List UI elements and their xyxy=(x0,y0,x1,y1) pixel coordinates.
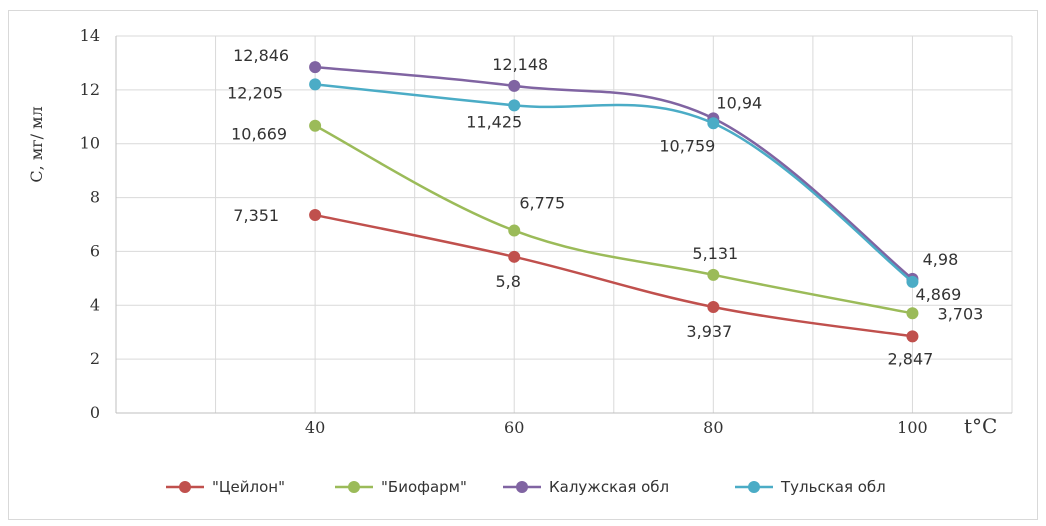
x-axis-label: t°C xyxy=(964,414,997,438)
x-tick-label: 100 xyxy=(897,418,928,437)
y-axis-label: С, мг/ мл xyxy=(27,106,46,182)
data-point xyxy=(906,307,919,320)
data-label: 3,703 xyxy=(938,304,984,323)
data-label: 12,846 xyxy=(233,46,289,65)
data-label: 10,94 xyxy=(716,93,762,112)
series-line xyxy=(314,65,914,280)
data-label: 4,869 xyxy=(916,285,962,304)
data-point xyxy=(707,117,720,130)
data-point xyxy=(906,330,919,343)
data-point xyxy=(309,119,322,132)
y-tick-label: 12 xyxy=(80,80,100,99)
data-label: 12,205 xyxy=(227,83,283,102)
y-tick-label: 2 xyxy=(90,349,100,368)
data-point xyxy=(707,268,720,281)
legend-marker xyxy=(748,481,760,493)
data-point xyxy=(707,300,720,313)
data-point xyxy=(508,250,521,263)
data-label: 11,425 xyxy=(466,112,522,131)
x-tick-label: 80 xyxy=(703,418,723,437)
legend-label: Тульская обл xyxy=(780,478,886,496)
legend-label: "Цейлон" xyxy=(212,478,285,496)
series-line xyxy=(314,213,913,338)
data-label: 5,131 xyxy=(692,244,738,263)
data-label: 10,759 xyxy=(659,136,715,155)
legend-marker xyxy=(179,481,191,493)
data-label: 10,669 xyxy=(231,125,287,144)
legend-label: "Биофарм" xyxy=(381,478,467,496)
data-label: 3,937 xyxy=(686,322,732,341)
data-label: 5,8 xyxy=(495,272,520,291)
data-label: 2,847 xyxy=(888,349,934,368)
y-tick-label: 6 xyxy=(90,241,100,260)
data-point xyxy=(508,99,521,112)
data-point xyxy=(309,61,322,74)
data-point xyxy=(906,275,919,288)
data-point xyxy=(309,209,322,222)
y-tick-label: 14 xyxy=(80,26,100,45)
x-tick-label: 60 xyxy=(504,418,524,437)
data-label: 12,148 xyxy=(492,55,548,74)
chart-frame xyxy=(8,10,1038,520)
data-label: 7,351 xyxy=(233,206,279,225)
series-line xyxy=(314,124,913,315)
y-tick-label: 8 xyxy=(90,188,100,207)
data-point xyxy=(508,79,521,92)
x-tick-label: 40 xyxy=(305,418,325,437)
legend-marker xyxy=(516,481,528,493)
y-tick-label: 4 xyxy=(90,295,100,314)
data-label: 6,775 xyxy=(519,194,565,213)
y-tick-label: 0 xyxy=(90,403,100,422)
data-point xyxy=(508,224,521,237)
legend-label: Калужская обл xyxy=(549,478,669,496)
y-tick-label: 10 xyxy=(80,134,100,153)
series-line xyxy=(314,83,914,283)
legend-marker xyxy=(348,481,360,493)
data-label: 4,98 xyxy=(923,250,959,269)
data-point xyxy=(309,78,322,91)
